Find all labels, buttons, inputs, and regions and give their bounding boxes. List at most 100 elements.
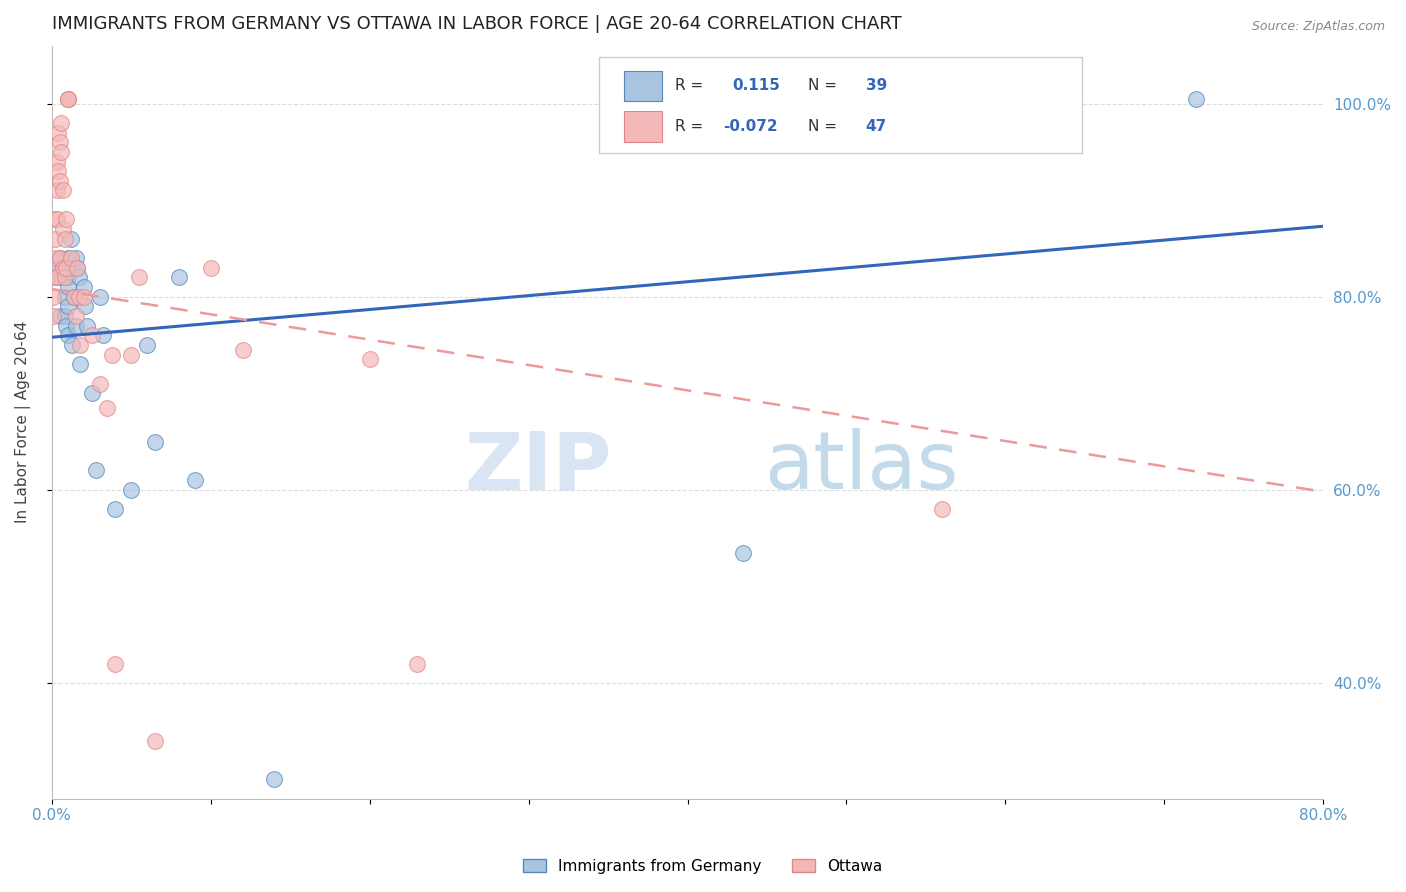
Text: Source: ZipAtlas.com: Source: ZipAtlas.com bbox=[1251, 20, 1385, 33]
Point bbox=[52, 260, 75, 275]
Point bbox=[55, 260, 77, 275]
Point bbox=[143, 434, 166, 449]
Text: IMMIGRANTS FROM GERMANY VS OTTAWA IN LABOR FORCE | AGE 20-64 CORRELATION CHART: IMMIGRANTS FROM GERMANY VS OTTAWA IN LAB… bbox=[52, 15, 901, 33]
Point bbox=[53, 270, 76, 285]
Point bbox=[59, 232, 82, 246]
Text: N =: N = bbox=[808, 119, 842, 134]
Point bbox=[51, 145, 73, 159]
Point bbox=[44, 251, 66, 265]
Point bbox=[733, 545, 755, 559]
Legend: Immigrants from Germany, Ottawa: Immigrants from Germany, Ottawa bbox=[517, 853, 889, 880]
Point bbox=[96, 401, 118, 415]
Point bbox=[62, 338, 84, 352]
Point bbox=[72, 290, 94, 304]
Point bbox=[45, 154, 67, 169]
Point bbox=[49, 135, 72, 149]
Bar bbox=[624, 112, 662, 142]
Point bbox=[89, 290, 111, 304]
Text: R =: R = bbox=[675, 119, 709, 134]
Point bbox=[75, 299, 97, 313]
Point bbox=[56, 251, 79, 265]
Point bbox=[45, 270, 67, 285]
Point bbox=[56, 92, 79, 106]
Point bbox=[63, 290, 86, 304]
Point bbox=[45, 212, 67, 227]
Point bbox=[91, 328, 114, 343]
Point bbox=[56, 299, 79, 313]
Point bbox=[49, 251, 72, 265]
Point bbox=[51, 270, 73, 285]
Point bbox=[49, 309, 72, 323]
FancyBboxPatch shape bbox=[599, 57, 1081, 153]
Point bbox=[67, 270, 90, 285]
Point bbox=[104, 657, 127, 671]
Point bbox=[80, 328, 103, 343]
Point bbox=[63, 290, 86, 304]
Point bbox=[46, 126, 69, 140]
Point bbox=[56, 270, 79, 285]
Point bbox=[52, 184, 75, 198]
Bar bbox=[624, 70, 662, 101]
Point bbox=[56, 280, 79, 294]
Point bbox=[42, 290, 65, 304]
Point bbox=[184, 473, 207, 487]
Point bbox=[46, 260, 69, 275]
Point bbox=[46, 164, 69, 178]
Text: atlas: atlas bbox=[763, 428, 959, 507]
Point bbox=[136, 338, 159, 352]
Point bbox=[56, 92, 79, 106]
Point bbox=[69, 338, 91, 352]
Point bbox=[53, 309, 76, 323]
Point bbox=[65, 251, 87, 265]
Point bbox=[128, 270, 150, 285]
Point bbox=[72, 280, 94, 294]
Point bbox=[42, 309, 65, 323]
Point bbox=[62, 260, 84, 275]
Text: N =: N = bbox=[808, 78, 842, 93]
Point bbox=[120, 348, 142, 362]
Point bbox=[55, 212, 77, 227]
Point bbox=[45, 270, 67, 285]
Text: 0.115: 0.115 bbox=[733, 78, 780, 93]
Point bbox=[67, 290, 90, 304]
Point bbox=[49, 174, 72, 188]
Text: R =: R = bbox=[675, 78, 709, 93]
Point bbox=[52, 260, 75, 275]
Point bbox=[55, 318, 77, 333]
Point bbox=[65, 318, 87, 333]
Text: 47: 47 bbox=[866, 119, 887, 134]
Text: -0.072: -0.072 bbox=[723, 119, 778, 134]
Point bbox=[53, 232, 76, 246]
Point bbox=[53, 290, 76, 304]
Point bbox=[66, 260, 89, 275]
Point bbox=[406, 657, 429, 671]
Point bbox=[1185, 92, 1208, 106]
Point bbox=[80, 386, 103, 401]
Point bbox=[200, 260, 222, 275]
Point bbox=[167, 270, 190, 285]
Point bbox=[44, 212, 66, 227]
Point bbox=[263, 772, 285, 787]
Text: ZIP: ZIP bbox=[464, 428, 612, 507]
Point bbox=[66, 260, 89, 275]
Point bbox=[69, 357, 91, 371]
Point bbox=[65, 309, 87, 323]
Point bbox=[45, 184, 67, 198]
Y-axis label: In Labor Force | Age 20-64: In Labor Force | Age 20-64 bbox=[15, 321, 31, 524]
Point bbox=[359, 352, 381, 367]
Point bbox=[104, 502, 127, 516]
Point bbox=[51, 116, 73, 130]
Point bbox=[89, 376, 111, 391]
Point bbox=[56, 328, 79, 343]
Point bbox=[86, 463, 108, 477]
Text: 39: 39 bbox=[866, 78, 887, 93]
Point bbox=[44, 232, 66, 246]
Point bbox=[59, 251, 82, 265]
Point bbox=[143, 734, 166, 748]
Point bbox=[52, 222, 75, 236]
Point bbox=[931, 502, 953, 516]
Point bbox=[101, 348, 124, 362]
Point bbox=[56, 92, 79, 106]
Point bbox=[76, 318, 98, 333]
Point bbox=[232, 343, 254, 357]
